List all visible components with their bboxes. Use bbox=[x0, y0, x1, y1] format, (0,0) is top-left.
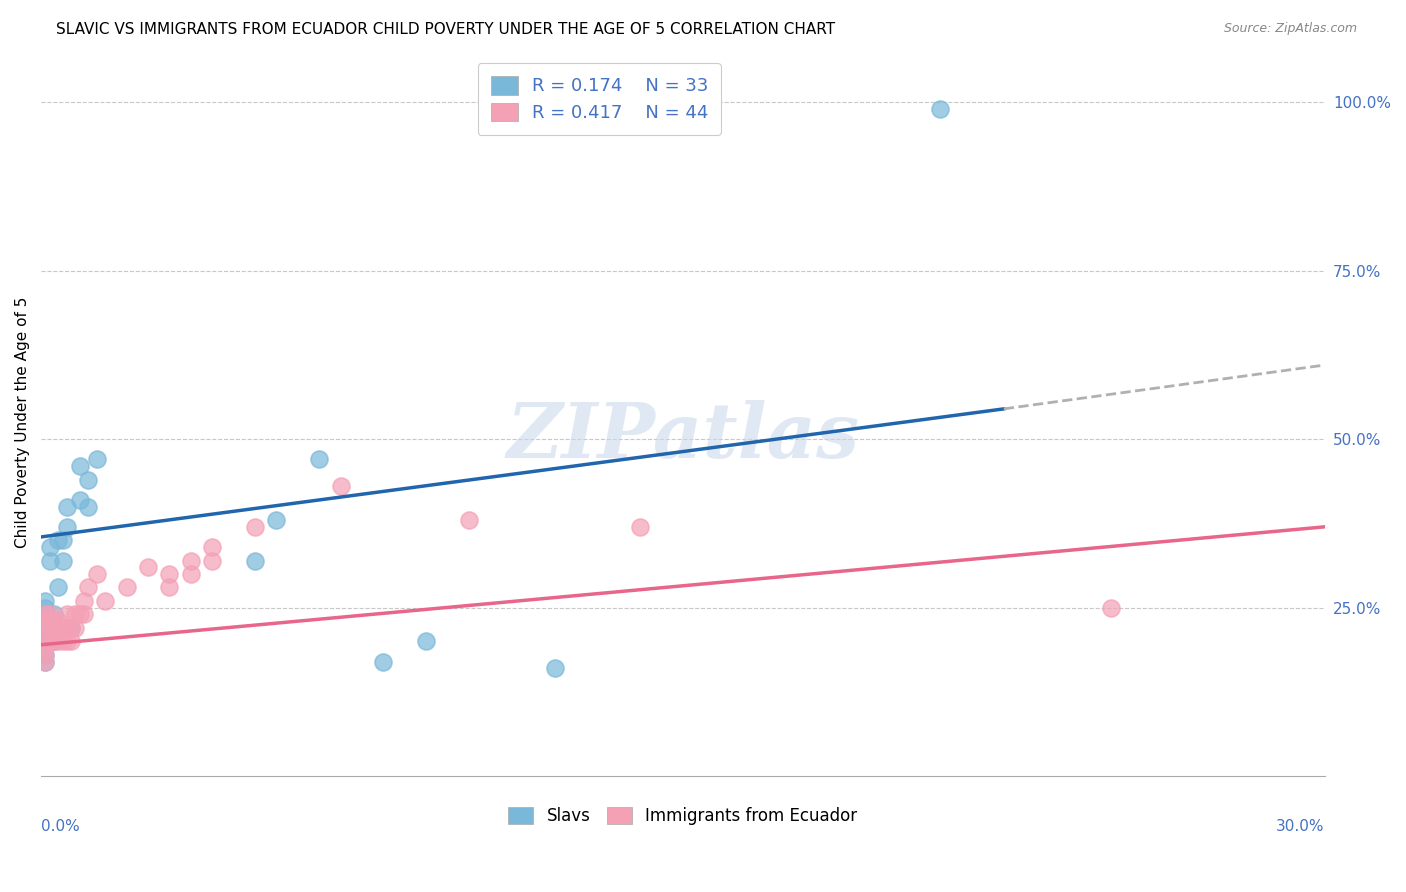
Point bbox=[34, 614, 56, 628]
Point bbox=[34, 594, 56, 608]
Point bbox=[38, 634, 60, 648]
Point bbox=[373, 655, 395, 669]
Point bbox=[201, 553, 224, 567]
Point bbox=[86, 566, 108, 581]
Point bbox=[38, 553, 60, 567]
Text: ZIPatlas: ZIPatlas bbox=[506, 400, 859, 474]
Point bbox=[77, 473, 100, 487]
Point bbox=[928, 102, 950, 116]
Point bbox=[42, 634, 65, 648]
Point bbox=[55, 500, 77, 514]
Point bbox=[34, 655, 56, 669]
Point bbox=[458, 513, 481, 527]
Point bbox=[77, 500, 100, 514]
Y-axis label: Child Poverty Under the Age of 5: Child Poverty Under the Age of 5 bbox=[15, 297, 30, 548]
Point bbox=[415, 634, 437, 648]
Legend: Slavs, Immigrants from Ecuador: Slavs, Immigrants from Ecuador bbox=[502, 800, 865, 831]
Point bbox=[329, 479, 352, 493]
Point bbox=[46, 621, 69, 635]
Point bbox=[243, 553, 266, 567]
Point bbox=[69, 492, 91, 507]
Point bbox=[543, 661, 565, 675]
Point bbox=[42, 621, 65, 635]
Point bbox=[1099, 600, 1122, 615]
Point bbox=[34, 634, 56, 648]
Point bbox=[180, 566, 202, 581]
Point bbox=[38, 607, 60, 622]
Point bbox=[34, 607, 56, 622]
Point bbox=[34, 621, 56, 635]
Point bbox=[77, 581, 100, 595]
Point bbox=[159, 566, 181, 581]
Point bbox=[51, 621, 73, 635]
Point bbox=[46, 533, 69, 548]
Point bbox=[65, 621, 87, 635]
Point bbox=[69, 459, 91, 474]
Point bbox=[55, 520, 77, 534]
Point bbox=[38, 621, 60, 635]
Point bbox=[73, 594, 96, 608]
Point bbox=[51, 553, 73, 567]
Point bbox=[34, 634, 56, 648]
Point bbox=[42, 621, 65, 635]
Point bbox=[60, 621, 83, 635]
Point bbox=[46, 634, 69, 648]
Text: SLAVIC VS IMMIGRANTS FROM ECUADOR CHILD POVERTY UNDER THE AGE OF 5 CORRELATION C: SLAVIC VS IMMIGRANTS FROM ECUADOR CHILD … bbox=[56, 22, 835, 37]
Point bbox=[34, 648, 56, 662]
Point bbox=[60, 621, 83, 635]
Point bbox=[180, 553, 202, 567]
Point bbox=[86, 452, 108, 467]
Point bbox=[65, 607, 87, 622]
Point bbox=[42, 607, 65, 622]
Point bbox=[38, 634, 60, 648]
Point bbox=[55, 634, 77, 648]
Point bbox=[94, 594, 117, 608]
Point bbox=[55, 621, 77, 635]
Point bbox=[628, 520, 651, 534]
Text: 30.0%: 30.0% bbox=[1277, 819, 1324, 834]
Point bbox=[201, 540, 224, 554]
Point bbox=[308, 452, 330, 467]
Point bbox=[34, 648, 56, 662]
Point bbox=[51, 533, 73, 548]
Point bbox=[55, 607, 77, 622]
Point bbox=[115, 581, 138, 595]
Point bbox=[34, 621, 56, 635]
Point bbox=[46, 581, 69, 595]
Point bbox=[38, 540, 60, 554]
Point bbox=[60, 634, 83, 648]
Point bbox=[51, 634, 73, 648]
Point bbox=[42, 634, 65, 648]
Point bbox=[38, 621, 60, 635]
Point bbox=[266, 513, 288, 527]
Point bbox=[136, 560, 159, 574]
Point bbox=[34, 600, 56, 615]
Point bbox=[243, 520, 266, 534]
Point bbox=[34, 607, 56, 622]
Point bbox=[159, 581, 181, 595]
Point bbox=[34, 641, 56, 656]
Point bbox=[46, 614, 69, 628]
Point bbox=[38, 614, 60, 628]
Point bbox=[73, 607, 96, 622]
Point bbox=[69, 607, 91, 622]
Text: 0.0%: 0.0% bbox=[41, 819, 80, 834]
Point bbox=[34, 655, 56, 669]
Text: Source: ZipAtlas.com: Source: ZipAtlas.com bbox=[1223, 22, 1357, 36]
